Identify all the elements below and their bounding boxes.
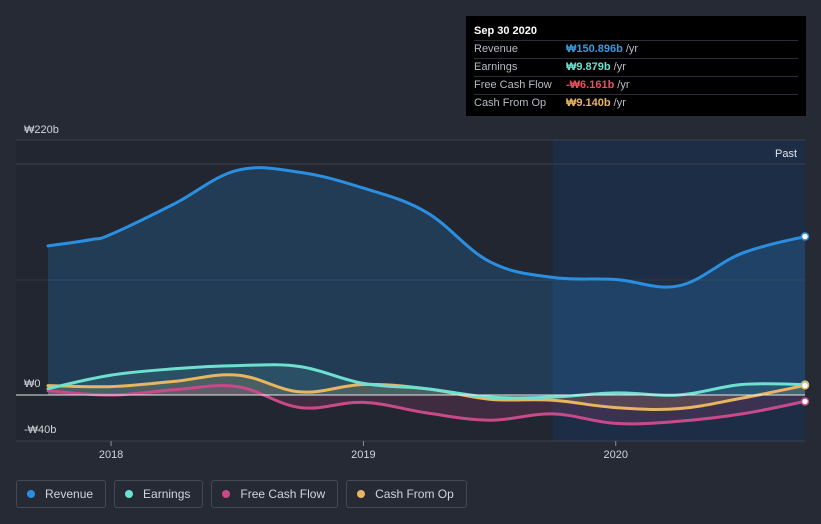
x-tick-label: 2020 [604,449,628,461]
end-marker-revenue [800,232,810,241]
legend-dot-icon [222,490,231,498]
tooltip: Sep 30 2020 Revenue ₩150.896b /yr Earnin… [466,16,806,116]
series-area-revenue [48,167,805,395]
series-line-free-cash-flow [46,384,805,426]
tooltip-row-free-cash-flow: Free Cash Flow -₩6.161b /yr [474,76,798,94]
tooltip-label: Earnings [474,61,518,73]
y-tick-label: ₩0 [24,378,41,390]
tooltip-label: Revenue [474,43,519,55]
past-label: Past [775,148,797,160]
tooltip-row-earnings: Earnings ₩9.879b /yr [474,58,798,76]
series-line-revenue [46,166,805,289]
tooltip-date: Sep 30 2020 [474,25,537,37]
legend-label: Earnings [143,487,191,501]
y-tick-label: ₩220b [24,124,59,136]
legend: Revenue Earnings Free Cash Flow Cash Fro… [16,480,475,508]
legend-label: Free Cash Flow [240,487,326,501]
legend-dot-icon [27,490,35,498]
tooltip-row-revenue: Revenue ₩150.896b /yr [474,40,798,58]
legend-label: Cash From Op [375,487,454,501]
past-region [552,140,805,441]
tooltip-row-cash-from-op: Cash From Op ₩9.140b /yr [474,94,798,112]
legend-dot-icon [125,490,134,498]
legend-dot-icon [357,490,366,498]
chart: Past ₩220b ₩0 -₩40b 2018 2019 2020 [16,124,810,461]
legend-item-free-cash-flow[interactable]: Free Cash Flow [211,480,339,508]
x-tick-label: 2018 [99,449,123,461]
tooltip-value: ₩9.140b [566,97,611,109]
end-marker-cash-from-op [800,381,810,390]
legend-item-revenue[interactable]: Revenue [16,480,107,508]
tooltip-value: ₩150.896b [566,43,623,55]
series-area-cash-from-op [48,374,805,410]
series-area-earnings [48,364,805,398]
tooltip-unit: /yr [613,61,626,73]
x-tick-label: 2019 [351,449,375,461]
tooltip-label: Cash From Op [474,97,547,109]
legend-item-cash-from-op[interactable]: Cash From Op [346,480,467,508]
y-tick-label: -₩40b [24,424,56,436]
tooltip-label: Free Cash Flow [474,79,552,91]
legend-item-earnings[interactable]: Earnings [114,480,204,508]
tooltip-unit: /yr [625,43,639,55]
tooltip-value: ₩9.879b [566,61,611,73]
tooltip-unit: /yr [617,79,630,91]
tooltip-value: -₩6.161b [566,79,615,91]
end-marker-free-cash-flow [800,397,810,406]
legend-label: Revenue [45,487,94,501]
tooltip-unit: /yr [613,97,626,109]
